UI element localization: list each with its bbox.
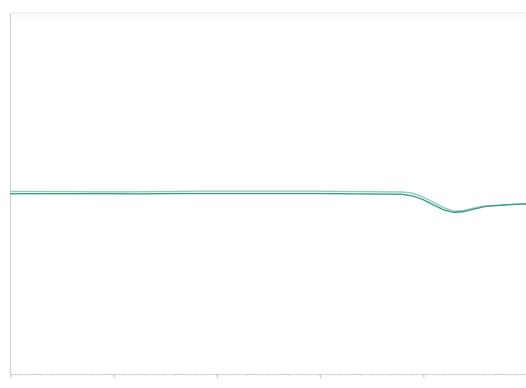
series-line-2	[10, 190, 526, 212]
series-line-1	[10, 192, 526, 214]
x-axis-major-ticks	[10, 374, 425, 378]
series-layer	[10, 190, 526, 214]
x-axis-minor-ticks	[9, 374, 526, 376]
